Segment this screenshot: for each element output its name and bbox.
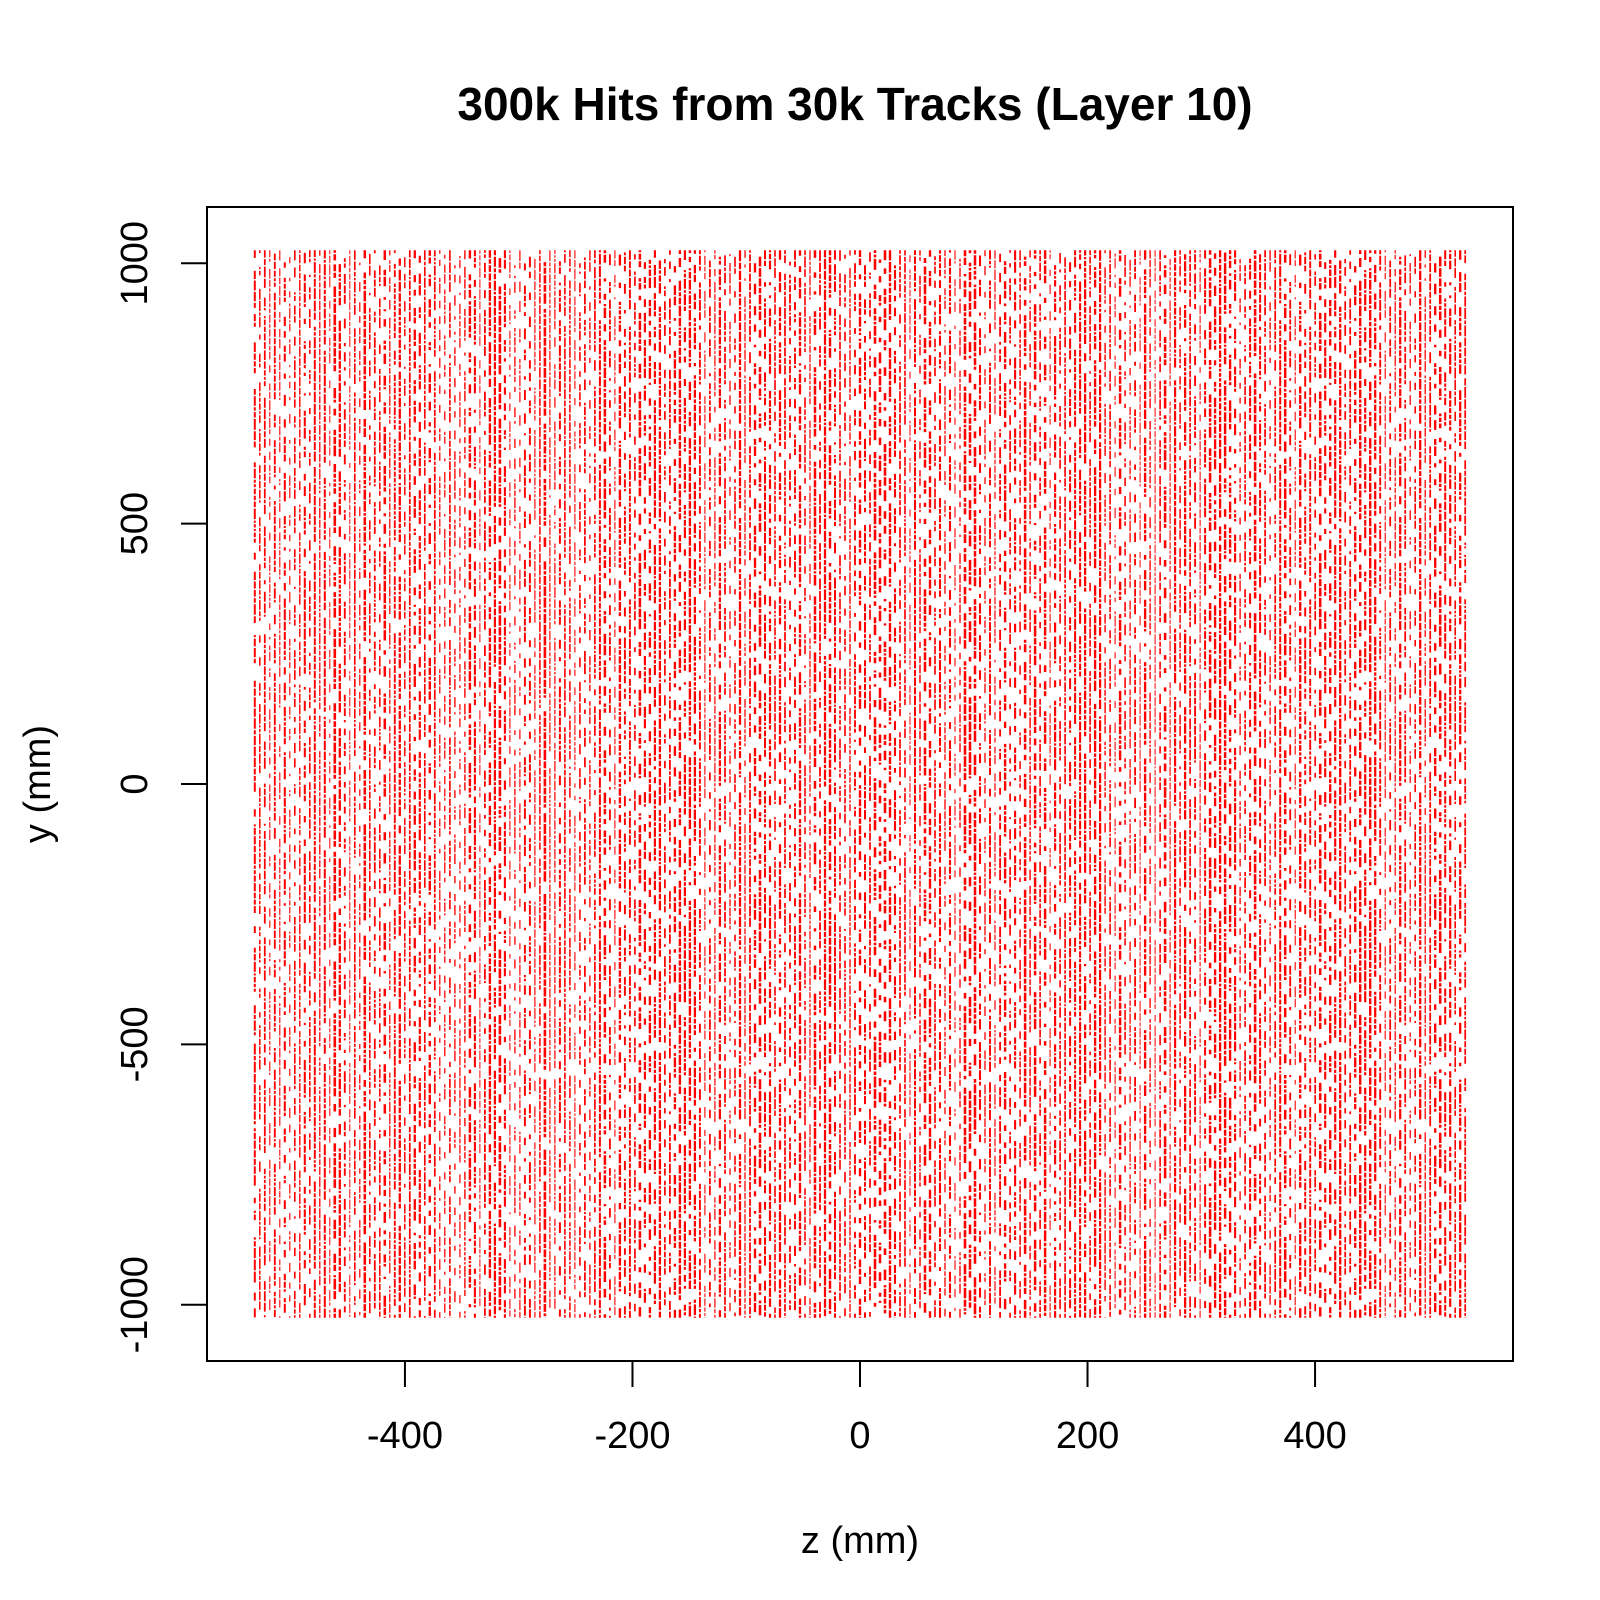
x-axis-label: z (mm) <box>801 1520 919 1562</box>
x-axis: -400 -200 0 200 400 <box>367 1360 1347 1457</box>
x-tick-label: -200 <box>594 1415 670 1457</box>
y-tick-label: 0 <box>114 773 156 794</box>
y-axis: -1000 -500 0 500 1000 <box>114 221 208 1353</box>
x-tick-label: 400 <box>1283 1415 1346 1457</box>
x-tick-label: 200 <box>1056 1415 1119 1457</box>
x-tick-label: 0 <box>849 1415 870 1457</box>
chart-title: 300k Hits from 30k Tracks (Layer 10) <box>457 78 1252 130</box>
y-tick-label: -500 <box>114 1006 156 1082</box>
y-axis-label: y (mm) <box>17 725 59 843</box>
y-tick-label: 500 <box>114 492 156 555</box>
x-tick-label: -400 <box>367 1415 443 1457</box>
y-tick-label: -1000 <box>114 1256 156 1353</box>
y-tick-label: 1000 <box>114 221 156 306</box>
data-points <box>253 250 1467 1318</box>
